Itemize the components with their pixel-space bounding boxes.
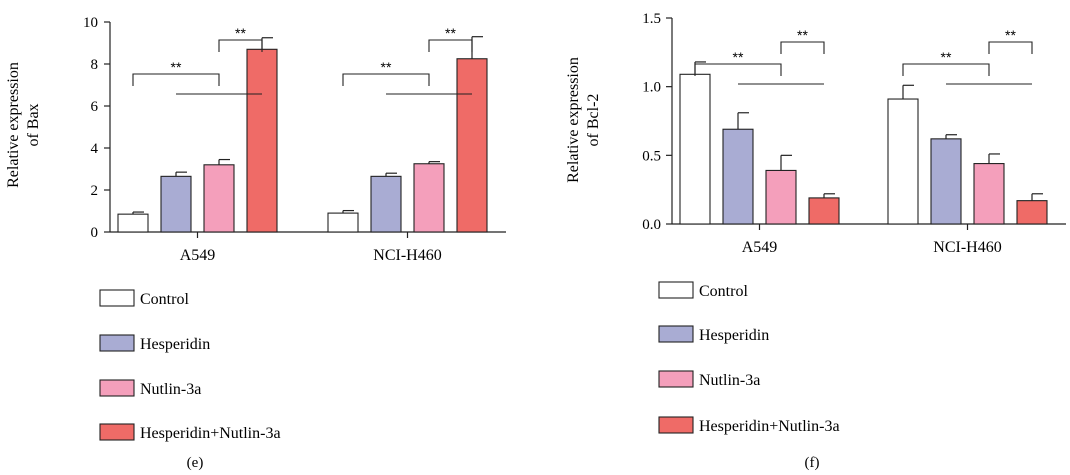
bar-control: [679, 73, 711, 225]
panel-caption: (f): [805, 455, 820, 471]
significance-bracket: [218, 39, 263, 52]
legend-label: Hesperidin+Nutlin-3a: [140, 425, 281, 442]
y-tick-label: 0.0: [642, 217, 661, 233]
legend-label: Hesperidin: [140, 336, 210, 353]
significance-bracket: [342, 73, 430, 86]
bar-hesperidin-nutlin-3a: [1016, 200, 1048, 225]
bar-hesperidin-nutlin-3a: [456, 58, 488, 233]
y-axis-label: Relative expression of Bcl-2: [565, 57, 602, 183]
y-axis-label-line: of Bax: [25, 103, 42, 146]
significance-label: **: [1005, 27, 1016, 43]
bar-nutlin-3a: [765, 169, 797, 225]
legend-swatch: [658, 416, 694, 434]
legend-swatch: [658, 281, 694, 299]
chart-panel-f: 0.0 0.5 1.0 1.5 A549 NCI-H460 Relative express…: [565, 11, 1066, 471]
bar-hesperidin: [930, 138, 962, 225]
significance-label: **: [941, 49, 952, 65]
y-tick-label: 1.5: [642, 11, 661, 27]
significance-bracket: [988, 41, 1033, 54]
y-tick-label: 6: [91, 99, 99, 115]
y-axis-label-line: Relative expression: [5, 62, 22, 188]
bar-control: [117, 213, 149, 233]
y-tick-label: 0.5: [642, 148, 661, 164]
legend-label: Control: [140, 291, 189, 308]
significance-bracket: [902, 63, 990, 76]
bar-hesperidin: [160, 175, 192, 233]
significance-label: **: [445, 25, 456, 41]
x-tick-label: NCI-H460: [933, 239, 1001, 256]
bar-hesperidin-nutlin-3a: [246, 48, 278, 233]
y-axis-label: Relative expression of Bax: [5, 62, 42, 188]
x-tick-label: NCI-H460: [373, 247, 441, 264]
significance-bracket: [132, 73, 220, 86]
significance-bracket: [428, 39, 473, 52]
x-tick-label: A549: [180, 247, 216, 264]
y-tick-label: 0: [91, 225, 99, 241]
legend-label: Hesperidin: [699, 327, 769, 344]
significance-bracket: [780, 41, 825, 54]
bar-nutlin-3a: [413, 163, 445, 233]
y-tick-label: 1.0: [642, 80, 661, 96]
significance-bracket: [694, 63, 782, 76]
bar-nutlin-3a: [973, 163, 1005, 225]
bar-control: [887, 98, 919, 225]
y-tick-label: 4: [91, 141, 99, 157]
y-axis-label-line: of Bcl-2: [585, 94, 602, 147]
bar-nutlin-3a: [203, 164, 235, 233]
y-tick-label: 8: [91, 57, 99, 73]
y-tick-label: 10: [83, 15, 98, 31]
bar-hesperidin-nutlin-3a: [808, 197, 840, 225]
legend-swatch: [658, 325, 694, 343]
legend-label: Nutlin-3a: [699, 372, 760, 389]
x-tick-label: A549: [742, 239, 778, 256]
significance-label: **: [797, 27, 808, 43]
chart-panel-e: 0 2 4 6 8 10 A549 NCI-H460 Relative expression of…: [5, 15, 506, 471]
legend-label: Control: [699, 283, 748, 300]
significance-label: **: [381, 59, 392, 75]
significance-label: **: [171, 59, 182, 75]
legend-swatch: [99, 423, 135, 441]
legend-swatch: [99, 289, 135, 307]
legend-swatch: [658, 370, 694, 388]
y-tick-label: 2: [91, 183, 99, 199]
legend-swatch: [99, 379, 135, 397]
y-axis-label-line: Relative expression: [565, 57, 582, 183]
bar-hesperidin: [370, 175, 402, 233]
bar-hesperidin: [722, 128, 754, 225]
legend-label: Nutlin-3a: [140, 381, 201, 398]
bar-control: [327, 212, 359, 233]
panel-caption: (e): [187, 455, 204, 471]
significance-label: **: [235, 25, 246, 41]
legend-swatch: [99, 334, 135, 352]
legend-label: Hesperidin+Nutlin-3a: [699, 418, 840, 435]
significance-label: **: [733, 49, 744, 65]
